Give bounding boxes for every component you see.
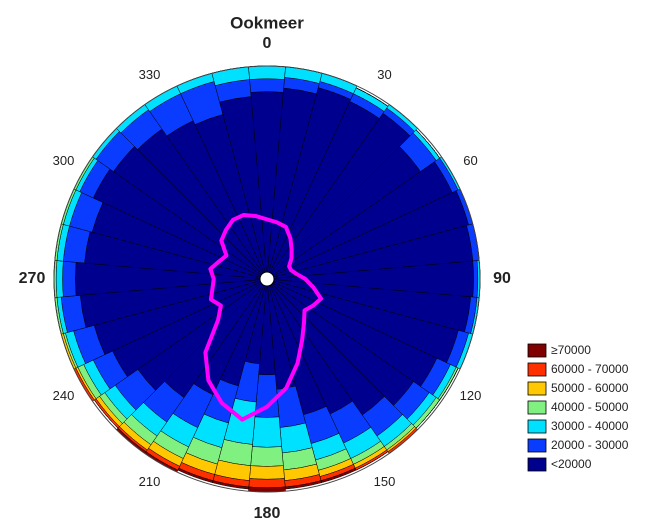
bar-segment [249, 78, 285, 93]
bar-segment [249, 465, 285, 480]
legend-swatch [527, 343, 547, 358]
legend-swatch [527, 438, 547, 453]
bar-segment [55, 260, 64, 298]
legend-label: 50000 - 60000 [551, 381, 629, 395]
theta-tick-label: 30 [377, 67, 391, 82]
chart-title: Ookmeer [230, 13, 304, 32]
line [203, 212, 324, 422]
theta-tick-label: 120 [460, 388, 482, 403]
theta-tick-label: 90 [493, 270, 511, 287]
legend-swatch [527, 457, 547, 472]
bar-segment [248, 65, 286, 80]
center [259, 271, 275, 287]
legend-label: ≥70000 [551, 343, 591, 357]
theta-tick-label: 300 [53, 153, 75, 168]
bar-segment [252, 416, 282, 448]
theta-tick-label: 270 [19, 270, 46, 287]
bar-segment [62, 260, 77, 298]
legend-label: 40000 - 50000 [551, 400, 629, 414]
legend-swatch [527, 381, 547, 396]
outer-ring [53, 65, 481, 493]
legend-label: 20000 - 30000 [551, 438, 629, 452]
theta-tick-label: 240 [53, 388, 75, 403]
theta-tick-label: 150 [374, 474, 396, 489]
legend-swatch [527, 400, 547, 415]
theta-tick-label: 60 [463, 153, 477, 168]
theta-tick-label: 180 [254, 505, 281, 522]
bar-segment [250, 446, 284, 467]
legend-label: <20000 [551, 457, 592, 471]
theta-tick-label: 0 [263, 35, 272, 52]
theta-tick-label: 210 [139, 474, 161, 489]
bar-segment [472, 260, 479, 298]
legend-swatch [527, 419, 547, 434]
legend-swatch [527, 362, 547, 377]
theta-tick-label: 330 [139, 67, 161, 82]
bar-segment [248, 478, 286, 488]
legend-label: 60000 - 70000 [551, 362, 629, 376]
legend-label: 30000 - 40000 [551, 419, 629, 433]
